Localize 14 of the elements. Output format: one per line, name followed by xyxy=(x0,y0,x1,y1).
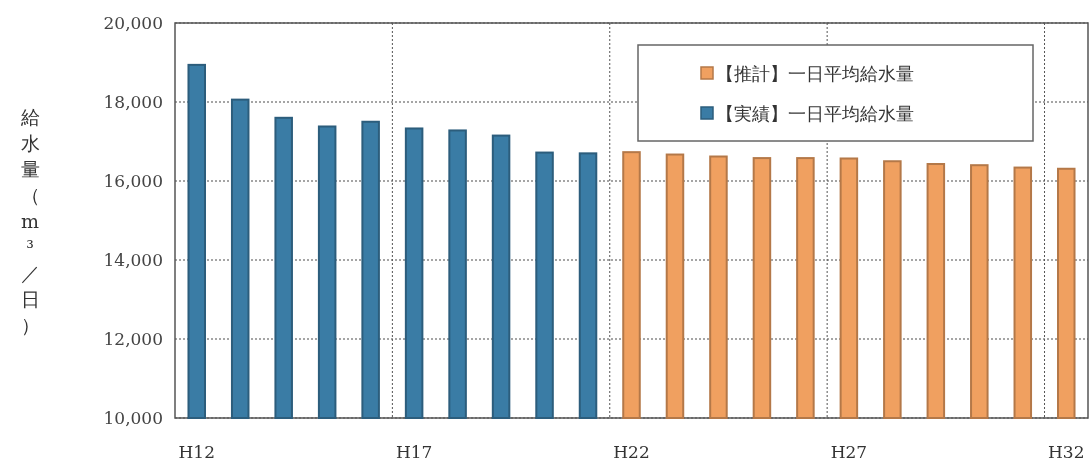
legend-label: 【推計】一日平均給水量 xyxy=(716,63,914,84)
y-axis-title: 給水量（m³／日） xyxy=(20,105,40,336)
y-tick-label: 18,000 xyxy=(103,92,163,112)
y-tick-label: 16,000 xyxy=(103,171,163,191)
x-tick-label: H17 xyxy=(395,442,433,462)
x-tick-label: H27 xyxy=(830,442,868,462)
x-tick-label: H12 xyxy=(178,442,215,462)
x-tick-label: H22 xyxy=(613,442,650,462)
x-tick-label: H32 xyxy=(1048,442,1085,462)
y-tick-label: 12,000 xyxy=(103,329,163,349)
legend-label: 【実績】一日平均給水量 xyxy=(716,103,914,124)
y-tick-label: 14,000 xyxy=(103,250,163,270)
y-tick-label: 20,000 xyxy=(103,13,163,33)
y-tick-label: 10,000 xyxy=(103,408,163,428)
